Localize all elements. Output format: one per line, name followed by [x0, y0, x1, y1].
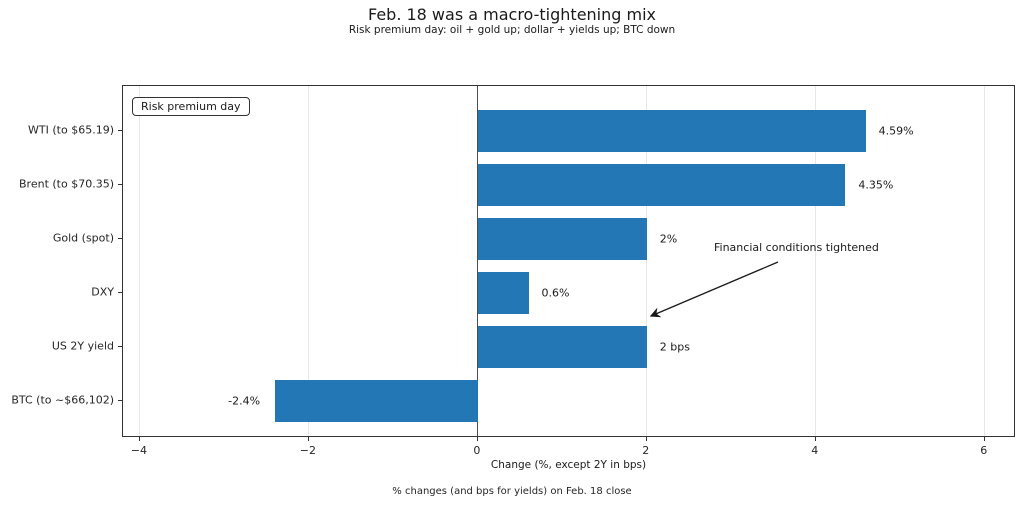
footnote: % changes (and bps for yields) on Feb. 1… [392, 486, 632, 497]
bar-1 [477, 164, 846, 206]
x-tick-label: −4 [130, 444, 147, 457]
bar-2 [477, 218, 647, 260]
bar-4 [477, 326, 647, 368]
legend-box: Risk premium day [132, 97, 250, 116]
x-axis-tick [476, 437, 478, 441]
gridline [139, 86, 141, 436]
annotation-label: Financial conditions tightened [714, 241, 879, 254]
value-label-1: 4.35% [858, 178, 894, 192]
y-category-label-3: DXY [91, 285, 114, 299]
x-tick-label: −2 [299, 444, 316, 457]
x-axis-tick [983, 437, 985, 441]
bar-0 [477, 110, 866, 152]
y-axis-tick [118, 292, 122, 293]
x-axis-tick [645, 437, 647, 441]
y-category-label-0: WTI (to $65.19) [28, 123, 114, 137]
x-tick-label: 0 [473, 444, 481, 457]
x-tick-label: 6 [980, 444, 988, 457]
gridline [815, 86, 817, 436]
chart-subtitle: Risk premium day: oil + gold up; dollar … [348, 24, 676, 36]
x-axis-label: Change (%, except 2Y in bps) [490, 459, 647, 471]
value-label-0: 4.59% [878, 124, 914, 138]
x-axis-tick [814, 437, 816, 441]
gridline [308, 86, 310, 436]
bar-5 [275, 380, 478, 422]
x-axis-tick [307, 437, 309, 441]
gridline [984, 86, 986, 436]
gridline [646, 86, 648, 436]
x-tick-label: 4 [811, 444, 819, 457]
value-label-5: -2.4% [228, 394, 261, 408]
x-axis-tick [138, 437, 140, 441]
y-category-label-1: Brent (to $70.35) [19, 177, 114, 191]
y-axis-tick [118, 130, 122, 131]
y-axis-tick [118, 400, 122, 401]
legend-label: Risk premium day [141, 100, 241, 113]
x-tick-label: 2 [642, 444, 650, 457]
plot-area: 4.59% 4.35% 2% 0.6% 2 bps -2.4% [122, 85, 1015, 437]
bar-3 [477, 272, 529, 314]
y-category-label-4: US 2Y yield [51, 339, 114, 353]
value-label-3: 0.6% [541, 286, 570, 300]
y-category-label-5: BTC (to ~$66,102) [11, 393, 114, 407]
y-axis-tick [118, 184, 122, 185]
value-label-4: 2 bps [659, 340, 690, 354]
y-category-label-2: Gold (spot) [52, 231, 114, 245]
y-axis-tick [118, 238, 122, 239]
chart-title: Feb. 18 was a macro-tightening mix [367, 5, 657, 24]
y-axis-tick [118, 346, 122, 347]
zero-line [477, 86, 479, 436]
value-label-2: 2% [659, 232, 678, 246]
